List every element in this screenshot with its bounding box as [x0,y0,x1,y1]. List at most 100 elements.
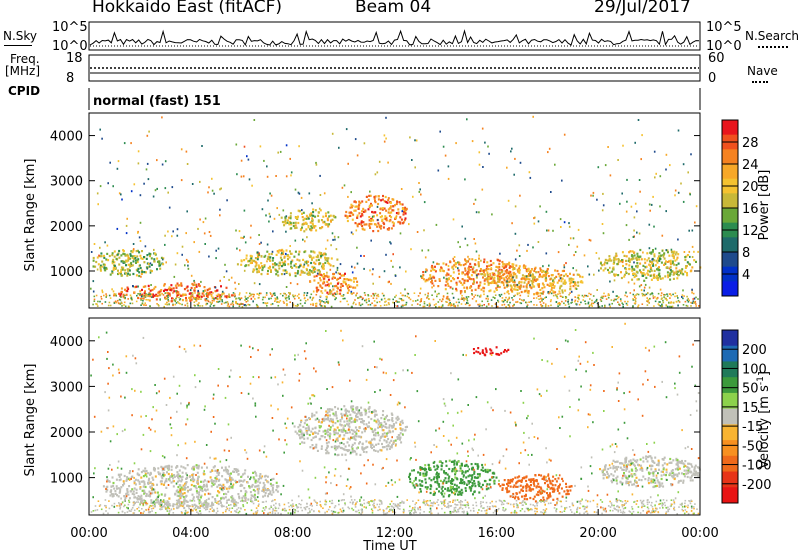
echo-point [160,493,163,496]
echo-point [332,265,335,268]
echo-point [140,501,143,504]
echo-point [310,430,313,433]
echo-point [660,294,662,297]
echo-point [148,265,151,268]
echo-point [486,295,489,297]
echo-point [399,432,402,435]
echo-point [124,288,127,291]
echo-point [461,283,464,286]
echo-point [446,301,448,303]
echo-point [613,274,616,277]
echo-point [137,468,140,471]
echo-point [372,215,375,218]
echo-point [519,298,521,300]
echo-point [656,296,659,299]
echo-point [262,495,265,498]
echo-point [285,230,287,233]
echo-point [374,195,377,198]
echo-point [463,299,465,302]
echo-point [191,292,194,294]
echo-point [482,271,485,274]
echo-point [467,271,470,274]
echo-point [497,284,499,287]
echo-point [473,296,475,298]
echo-point [355,294,357,296]
echo-point [186,476,189,480]
echo-point [660,292,663,294]
echo-point [506,166,508,169]
echo-point [275,263,278,266]
echo-point [478,257,480,260]
echo-point [242,480,245,483]
echo-point [353,266,356,269]
echo-point [633,261,635,264]
echo-point [134,502,136,505]
echo-point [201,487,204,490]
echo-point [445,280,448,283]
echo-point [176,465,179,468]
echo-point [464,489,467,492]
echo-point [558,275,561,278]
echo-point [385,200,388,204]
echo-point [649,274,652,277]
echo-point [203,294,205,297]
echo-point [512,495,514,498]
echo-point [307,225,310,228]
echo-point [379,208,382,211]
echo-point [647,269,649,272]
echo-point [357,205,360,208]
echo-point [404,210,407,213]
echo-point [288,298,290,300]
echo-point [498,259,501,262]
echo-point [277,274,280,277]
echo-point [216,485,219,488]
echo-point [121,274,124,277]
echo-point [543,286,546,289]
echo-point [207,191,209,194]
echo-point [145,494,148,498]
echo-point [380,422,383,425]
echo-point [467,275,469,278]
echo-point [350,421,353,424]
echo-point [401,294,404,297]
echo-point [254,265,257,268]
echo-point [661,297,663,299]
echo-point [90,251,93,253]
echo-point [457,269,460,272]
echo-point [633,254,636,257]
echo-point [180,284,183,287]
echo-point [268,220,270,223]
echo-point [655,274,658,278]
echo-point [139,293,141,295]
echo-point [120,193,122,196]
echo-point [284,292,286,295]
echo-point [139,487,142,490]
echo-point [318,251,321,254]
echo-point [643,258,646,261]
echo-point [246,155,248,158]
echo-point [289,217,292,220]
echo-point [363,210,365,213]
echo-point [412,195,414,198]
echo-point [485,267,488,271]
echo-point [122,249,125,252]
echo-point [477,480,480,483]
echo-point [257,297,260,299]
echo-point [139,240,142,242]
echo-point [657,303,660,305]
echo-point [173,299,176,301]
echo-point [176,252,179,255]
echo-point [121,305,123,307]
echo-point [348,211,351,214]
echo-point [142,297,145,300]
echo-point [109,494,112,497]
echo-point [151,270,153,273]
echo-point [118,192,121,195]
echo-point [387,161,389,164]
echo-point [580,301,582,304]
echo-point [243,145,246,148]
echo-point [478,163,481,166]
echo-point [144,245,147,248]
echo-point [221,292,223,295]
echo-point [203,483,205,486]
